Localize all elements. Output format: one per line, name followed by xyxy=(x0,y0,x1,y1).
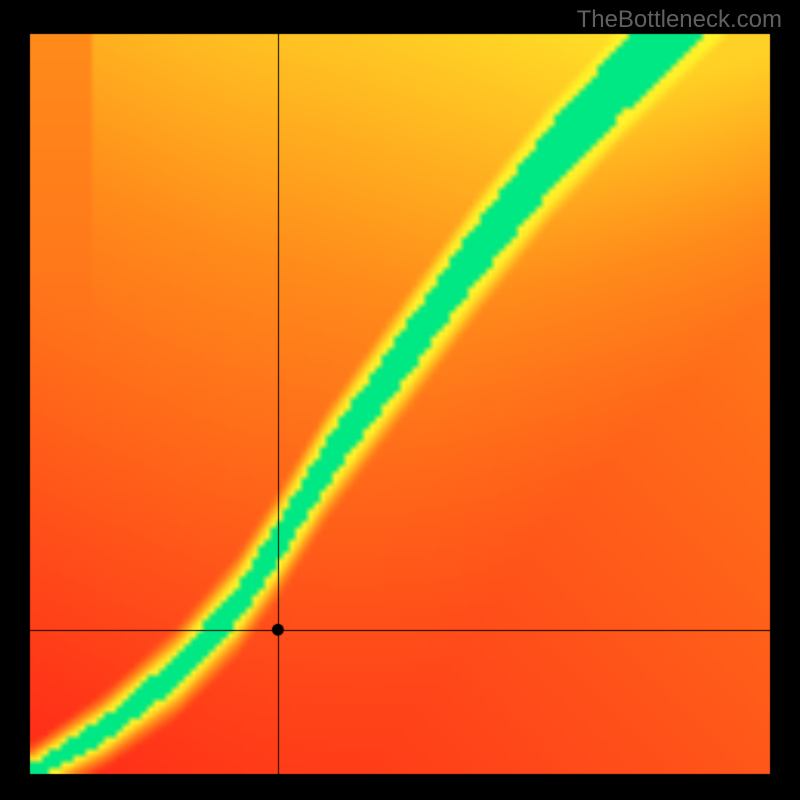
watermark-text: TheBottleneck.com xyxy=(577,6,782,34)
figure-root: TheBottleneck.com xyxy=(0,0,800,800)
heatmap-canvas xyxy=(0,0,800,800)
